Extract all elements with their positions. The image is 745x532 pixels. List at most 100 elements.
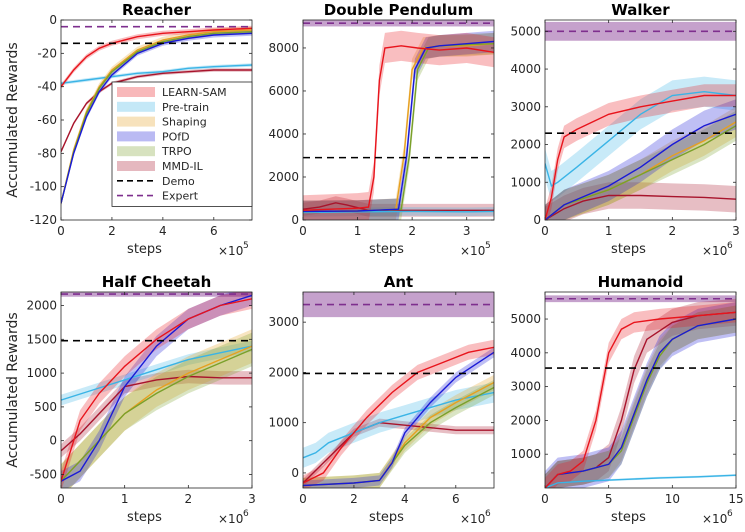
axes-box [60,291,253,489]
y-tick-label: 3000 [510,100,541,114]
band-pofd [61,292,252,488]
y-tick-label: 3000 [510,380,541,394]
line-pre-train [61,345,252,401]
y-tick-label: 2000 [26,299,57,313]
band-trpo [61,332,252,488]
plot-content [61,292,252,488]
plot-area [303,20,494,220]
axes-box [302,19,495,221]
x-axis-multiplier: ×10 [702,244,727,258]
band-learn-sam [545,302,736,488]
line-mmd-il [61,69,252,152]
line-pofd [545,113,736,220]
y-tick-label: 2000 [510,413,541,427]
legend-item-pofd: POfD [117,130,190,143]
x-tick-label: 2 [408,224,416,238]
line-pre-train [545,474,736,488]
band-pre-train [61,63,252,85]
x-tick-label: 2 [669,224,677,238]
y-tick-label: 0 [533,213,541,227]
axes-box [544,291,737,489]
y-tick-label: 3000 [268,315,299,329]
x-axis-label: steps [611,510,646,525]
line-learn-sam [61,298,252,482]
x-tick-label: 3 [463,224,471,238]
chart-panels: 0 2 4 6 -120 -100 -80 -60 -40 -20 0 Reacher steps ×10… [26,1,743,526]
x-tick-label: 3 [732,224,740,238]
legend-label: Shaping [162,116,207,129]
x-tick-label: 6 [210,224,218,238]
legend-label: Pre-train [162,101,209,114]
legend-swatch [117,101,155,112]
y-tick-label: 1000 [26,366,57,380]
plot-area [545,20,736,220]
x-axis-multiplier-exponent: 6 [243,509,249,519]
x-tick-label: 0 [57,492,65,506]
y-tick-label: 5000 [510,24,541,38]
x-tick-label: 10 [665,492,680,506]
line-pre-train [61,64,252,84]
axes-box [302,291,495,489]
line-pofd [303,351,494,487]
y-tick-label: 2000 [510,138,541,152]
x-tick-label: 5 [605,492,613,506]
band-pofd [303,347,494,488]
line-trpo [61,348,252,482]
x-axis-multiplier-exponent: 6 [485,509,491,519]
band-trpo [303,32,494,220]
line-trpo [61,31,252,204]
plot-content [545,21,736,220]
band-shaping [61,26,252,207]
legend-swatch [117,116,155,127]
line-learn-sam [303,45,494,211]
legend-label: Demo [162,175,195,188]
x-tick-label: 1 [605,224,613,238]
chart-title: Walker [611,1,670,19]
y-tick-label: 2000 [268,365,299,379]
legend-item-mmd-il: MMD-IL [117,160,204,173]
y-tick-label: 6000 [268,84,299,98]
x-axis-label: steps [369,242,404,257]
y-tick-label: 2000 [268,170,299,184]
x-tick-label: 4 [159,224,167,238]
x-tick-label: 2 [185,492,193,506]
band-mmd-il [545,298,736,488]
band-learn-sam [61,292,252,488]
y-tick-label: 1500 [26,332,57,346]
band-pre-train [545,76,736,202]
y-tick-label: 1000 [268,416,299,430]
y-tick-label: -120 [30,213,57,227]
band-shaping [61,329,252,488]
line-learn-sam [61,27,252,88]
x-tick-label: 2 [350,492,358,506]
panel-double-pendulum: 0 1 2 3 0 2000 4000 6000 8000 Double Pendulum step… [268,1,495,258]
band-mmd-il [545,182,736,220]
legend-item-expert: Expert [117,190,199,203]
panel-ant: 0 2 4 6 0 1000 2000 3000 Ant steps ×10 6 [268,273,495,526]
y-tick-label: 0 [291,466,299,480]
line-learn-sam [545,94,736,220]
y-tick-label: 0 [49,13,57,27]
x-axis-multiplier: ×10 [460,244,485,258]
expert-band [545,295,736,303]
line-mmd-il [545,194,736,220]
legend-label: LEARN-SAM [162,86,227,99]
y-tick-label: 1000 [510,175,541,189]
y-tick-label: 8000 [268,41,299,55]
legend-item-learn-sam: LEARN-SAM [117,86,227,99]
x-axis-multiplier: ×10 [460,512,485,526]
legend-item-trpo: TRPO [117,145,192,158]
x-axis-label: steps [127,510,162,525]
panel-walker: 0 1 2 3 0 1000 2000 3000 4000 5000 Walker steps ×10 6 [510,1,739,258]
legend-label: MMD-IL [162,160,204,173]
axes-box [544,19,737,221]
legend-label: TRPO [161,145,192,158]
x-tick-label: 0 [299,492,307,506]
legend-item-pre-train: Pre-train [117,101,209,114]
line-pofd [303,40,494,213]
legend-box [111,81,253,207]
chart-title: Humanoid [598,273,684,291]
